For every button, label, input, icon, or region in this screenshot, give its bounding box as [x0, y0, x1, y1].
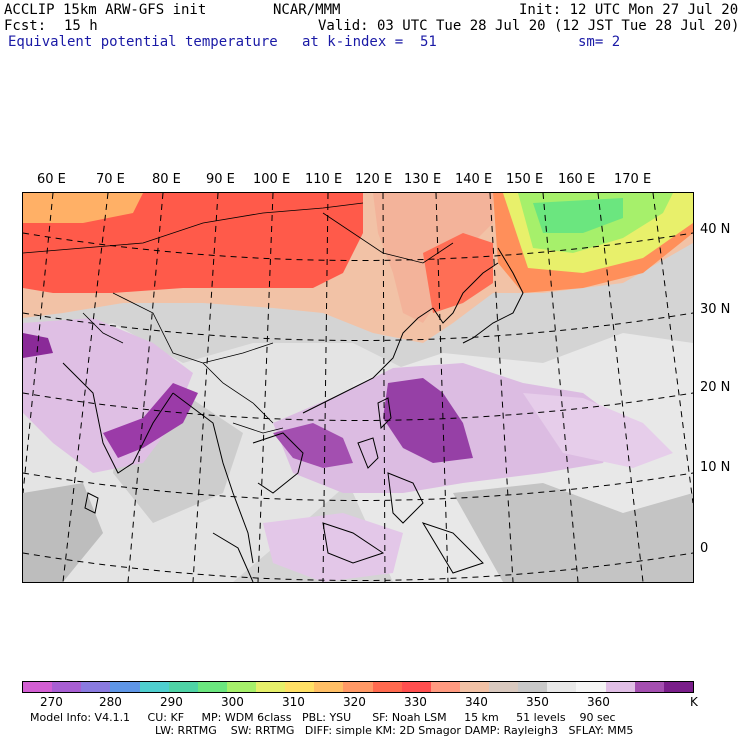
- colorbar-tick: 340: [465, 695, 488, 709]
- model-info-line1: Model Info: V4.1.1 CU: KF MP: WDM 6class…: [30, 711, 616, 724]
- theta-e-band-korea: [423, 233, 493, 313]
- colorbar-tick: 330: [404, 695, 427, 709]
- forecast-value: 15 h: [64, 18, 98, 34]
- colorbar-tick: 270: [40, 695, 63, 709]
- deep-convection-south-china-sea: [273, 423, 353, 468]
- colorbar: [22, 681, 694, 693]
- graticule: [23, 193, 693, 582]
- colorbar-tick: 280: [99, 695, 122, 709]
- borders: [23, 202, 454, 434]
- colorbar-unit: K: [690, 695, 698, 709]
- colorbar-swatch: [576, 682, 606, 692]
- lon-label: 150 E: [506, 172, 544, 187]
- lat-label: 10 N: [700, 460, 731, 475]
- org-label: NCAR/MMM: [273, 2, 341, 18]
- colorbar-swatch: [605, 682, 635, 692]
- lon-label: 70 E: [96, 172, 125, 187]
- colorbar-swatch: [459, 682, 489, 692]
- colorbar-swatch: [81, 682, 111, 692]
- colorbar-swatch: [489, 682, 519, 692]
- level-label: at k-index = 51: [302, 34, 437, 50]
- model-info-line2: LW: RRTMG SW: RRTMG DIFF: simple KM: 2D …: [155, 724, 634, 737]
- coastlines: [62, 247, 524, 582]
- field-name: Equivalent potential temperature: [8, 34, 278, 50]
- lon-label: 100 E: [253, 172, 291, 187]
- colorbar-swatch: [430, 682, 460, 692]
- lon-label: 120 E: [355, 172, 393, 187]
- init-time: Init: 12 UTC Mon 27 Jul 20: [519, 2, 739, 18]
- colorbar-tick: 320: [343, 695, 366, 709]
- colorbar-swatch: [52, 682, 82, 692]
- lon-label: 170 E: [614, 172, 652, 187]
- valid-time: Valid: 03 UTC Tue 28 Jul 20 (12 JST Tue …: [318, 18, 740, 34]
- lon-label: 90 E: [206, 172, 235, 187]
- colorbar-swatch: [139, 682, 169, 692]
- purple-region-south: [263, 513, 403, 582]
- lat-label: 30 N: [700, 302, 731, 317]
- grey-patch: [453, 483, 693, 582]
- colorbar-tick: 350: [526, 695, 549, 709]
- colorbar-swatch: [401, 682, 431, 692]
- colorbar-tick: 290: [160, 695, 183, 709]
- theta-e-band-320: [23, 193, 143, 223]
- colorbar-swatch: [372, 682, 402, 692]
- theta-e-map: [22, 192, 694, 583]
- lon-label: 80 E: [152, 172, 181, 187]
- colorbar-swatch: [343, 682, 373, 692]
- smoothing-label: sm= 2: [578, 34, 621, 50]
- colorbar-swatch: [168, 682, 198, 692]
- lon-label: 60 E: [37, 172, 66, 187]
- lon-label: 160 E: [558, 172, 596, 187]
- forecast-label: Fcst:: [4, 18, 47, 34]
- lon-label: 140 E: [455, 172, 493, 187]
- deep-convection-philippine-sea: [383, 378, 473, 463]
- colorbar-tick: 360: [587, 695, 610, 709]
- colorbar-swatch: [518, 682, 548, 692]
- lon-label: 130 E: [404, 172, 442, 187]
- model-title: ACCLIP 15km ARW-GFS init: [4, 2, 207, 18]
- colorbar-swatch: [663, 682, 693, 692]
- purple-region-east: [523, 393, 673, 468]
- colorbar-swatch: [256, 682, 286, 692]
- colorbar-swatch: [314, 682, 344, 692]
- colorbar-swatch: [634, 682, 664, 692]
- colorbar-swatch: [23, 682, 53, 692]
- lat-label: 20 N: [700, 380, 731, 395]
- colorbar-swatch: [285, 682, 315, 692]
- colorbar-swatch: [110, 682, 140, 692]
- lon-label: 110 E: [305, 172, 343, 187]
- deep-convection-arabian: [23, 333, 53, 358]
- colorbar-swatch: [197, 682, 227, 692]
- colorbar-tick: 310: [282, 695, 305, 709]
- lat-label: 40 N: [700, 222, 731, 237]
- grey-patch: [23, 483, 103, 582]
- deep-convection-bay-of-bengal: [103, 383, 198, 458]
- lat-label: 0: [700, 541, 709, 556]
- colorbar-tick: 300: [221, 695, 244, 709]
- theta-e-band-300: [533, 198, 623, 233]
- colorbar-swatch: [226, 682, 256, 692]
- colorbar-swatch: [547, 682, 577, 692]
